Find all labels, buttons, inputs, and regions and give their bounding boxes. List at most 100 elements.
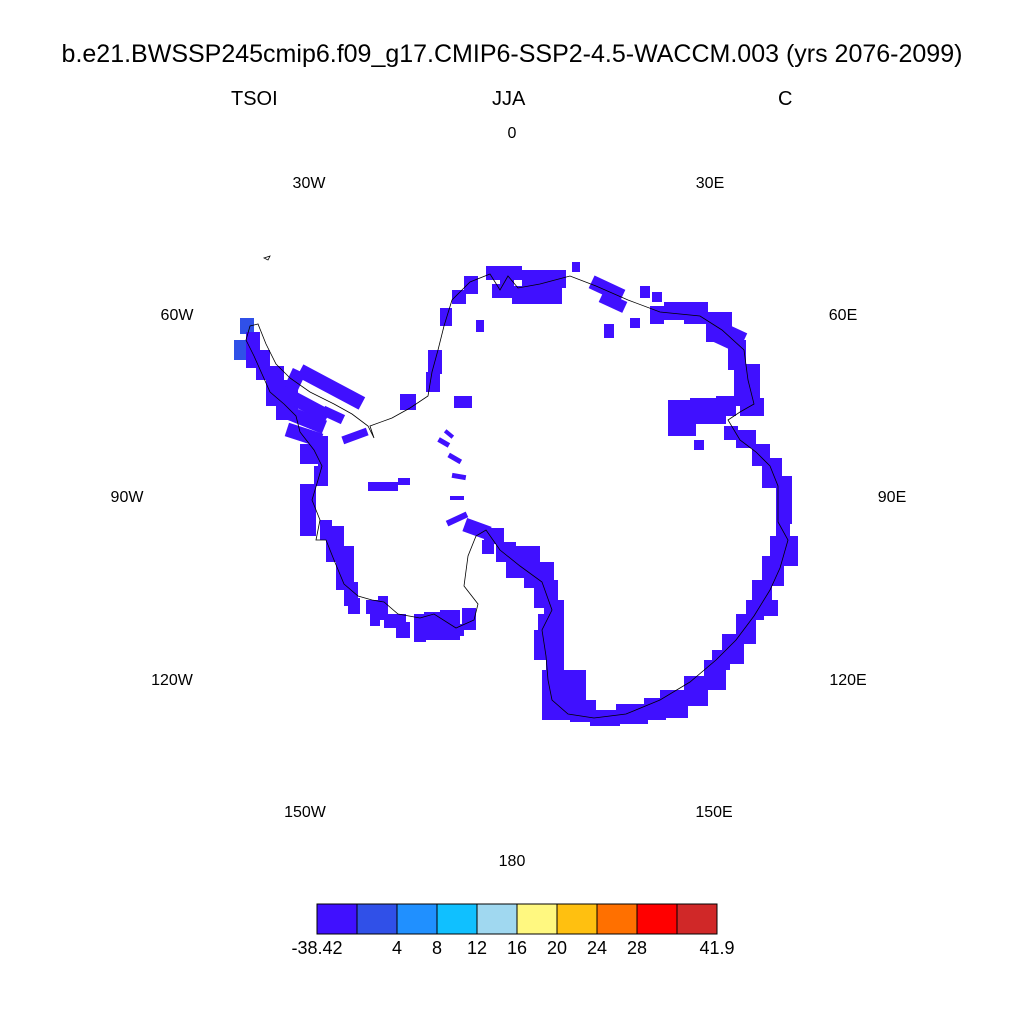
field-cell (752, 580, 772, 606)
plot-title: b.e21.BWSSP245cmip6.f09_g17.CMIP6-SSP2-4… (61, 40, 963, 68)
field-cell (588, 275, 626, 303)
field-cell (736, 614, 756, 644)
colorbar-swatch (316, 903, 358, 935)
field-cell (716, 396, 736, 416)
field-cell (400, 394, 416, 410)
colorbar-label: 20 (546, 938, 568, 958)
lon-label-30e: 30E (695, 175, 725, 192)
field-cell (370, 612, 380, 626)
field-cell (398, 478, 410, 485)
field-cell (590, 710, 620, 726)
field-cell (454, 396, 472, 408)
field-cell (694, 440, 704, 450)
field-cell (234, 340, 246, 360)
colorbar-label: 41.9 (699, 938, 735, 958)
field-cell (318, 436, 328, 466)
field-cell (572, 262, 580, 272)
lon-label-30w: 30W (292, 175, 326, 192)
field-cell (724, 426, 738, 440)
field-cell (368, 482, 398, 491)
season-label: JJA (492, 88, 526, 110)
field-cell (462, 608, 476, 630)
coastline (245, 255, 789, 719)
field-cells (234, 262, 798, 726)
field-cell (426, 372, 440, 392)
colorbar-label: 24 (586, 938, 608, 958)
field-cell (336, 546, 354, 590)
field-cell (396, 622, 410, 638)
field-cell (660, 690, 688, 718)
field-cell (492, 284, 502, 298)
colorbar-label: 12 (466, 938, 488, 958)
field-cell (650, 306, 664, 324)
lon-label-0: 0 (507, 125, 517, 142)
island-outline (262, 255, 271, 261)
field-cell (296, 364, 366, 410)
field-cell (447, 452, 463, 465)
field-cell (630, 318, 640, 328)
field-cell (522, 270, 566, 288)
field-cell (664, 302, 686, 320)
field-cell (443, 429, 455, 439)
lon-label-150w: 150W (284, 804, 326, 821)
field-cell (348, 598, 360, 614)
field-cell (546, 654, 564, 674)
field-cell (452, 290, 466, 304)
lon-label-90w: 90W (110, 489, 144, 506)
field-cell (512, 286, 562, 304)
field-cell (341, 427, 369, 445)
lon-label-120w: 120W (151, 672, 193, 689)
field-cell (616, 704, 648, 724)
colorbar-label: -38.42 (291, 938, 343, 958)
field-cell (450, 496, 464, 500)
field-cell (684, 302, 708, 324)
field-cell (240, 318, 254, 334)
field-cell (538, 614, 554, 634)
colorbar-swatch (596, 903, 638, 935)
colorbar-swatch (516, 903, 558, 935)
colorbar-label: 4 (391, 938, 403, 958)
field-cell (440, 308, 452, 326)
field-cell (476, 320, 484, 332)
field-cell (445, 511, 469, 527)
colorbar-swatch (636, 903, 678, 935)
field-cell (464, 276, 478, 294)
field-cell (598, 291, 628, 313)
field-cell (500, 278, 514, 298)
colorbar-swatch (556, 903, 598, 935)
field-cell (752, 444, 770, 466)
variable-label: TSOI (231, 88, 278, 110)
field-cell (378, 596, 388, 620)
field-cell (300, 484, 316, 536)
field-cell (486, 266, 522, 280)
field-cell (736, 430, 756, 448)
colorbar (316, 903, 718, 935)
units-label: C (778, 88, 793, 110)
field-cell (437, 437, 451, 448)
lon-label-90e: 90E (877, 489, 907, 506)
field-cell (570, 700, 596, 722)
colorbar-swatch (396, 903, 438, 935)
colorbar-label: 8 (431, 938, 443, 958)
lon-label-180: 180 (498, 853, 526, 870)
field-cell (289, 391, 331, 423)
field-cell (640, 286, 650, 298)
field-cell (320, 405, 346, 425)
field-cell (482, 540, 494, 554)
field-cell (451, 472, 467, 481)
colorbar-swatch (436, 903, 478, 935)
field-cell (414, 614, 426, 642)
antarctica-coast (245, 273, 789, 719)
colorbar-swatch (356, 903, 398, 935)
colorbar-label: 28 (626, 938, 648, 958)
field-cell (284, 422, 324, 448)
field-cell (770, 536, 798, 566)
colorbar-label: 16 (506, 938, 528, 958)
lon-label-150e: 150E (695, 804, 733, 821)
lon-label-120e: 120E (829, 672, 867, 689)
field-cell (604, 324, 614, 338)
field-cell (280, 404, 328, 434)
field-cell (652, 292, 662, 302)
lon-label-60e: 60E (828, 307, 858, 324)
